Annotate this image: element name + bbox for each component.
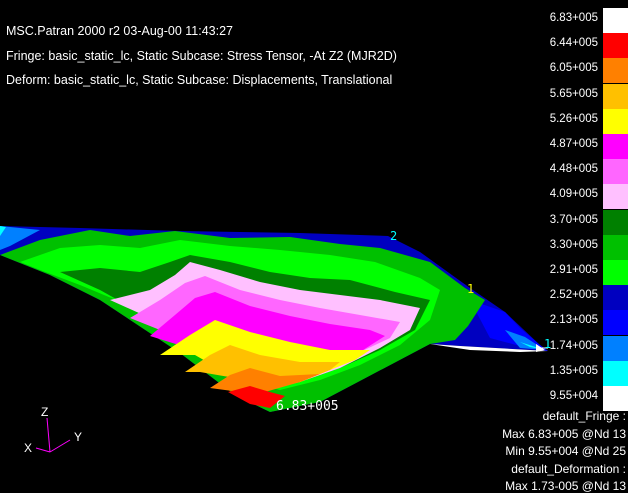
legend-swatch [603, 58, 628, 84]
legend-swatch [603, 285, 628, 311]
triad-z-axis [46, 417, 51, 453]
legend-swatch [603, 260, 628, 285]
summary-max: Max 6.83+005 @Nd 13 [502, 426, 626, 441]
legend-label: 1.74+005 [549, 339, 598, 352]
legend-label: 2.52+005 [549, 289, 598, 302]
triad-y-axis [49, 439, 71, 453]
legend-swatch [603, 184, 628, 210]
legend-label: 9.55+004 [549, 390, 598, 402]
legend-swatch [603, 386, 628, 411]
legend-swatch [603, 33, 628, 59]
node-label-1a: 1 [467, 282, 474, 296]
legend-label: 2.91+005 [549, 264, 598, 276]
fringe-description: Fringe: basic_static_lc, Static Subcase:… [6, 49, 397, 63]
legend-label: 4.87+005 [549, 138, 598, 150]
title-text: MSC.Patran 2000 r2 03-Aug-00 11:43:27 [6, 24, 233, 38]
deform-description: Deform: basic_static_lc, Static Subcase:… [6, 73, 393, 87]
triad-z-label: Z [41, 405, 48, 419]
legend-swatch [603, 83, 628, 109]
summary-fringe-name: default_Fringe : [542, 409, 626, 423]
legend-label: 6.05+005 [549, 62, 598, 75]
legend-label: 1.35+005 [549, 364, 598, 377]
summary-deform-name: default_Deformation : [511, 461, 626, 476]
legend-swatch [603, 134, 628, 159]
fringe-legend: 6.83+005 6.44+005 6.05+005 5.65+005 5.26+005… [550, 8, 628, 412]
legend-swatch [603, 360, 628, 386]
node-markers [536, 344, 548, 352]
legend-label: 3.70+005 [549, 213, 598, 226]
fringe-mesh [0, 226, 548, 412]
summary-min: Min 9.55+004 @Nd 25 [505, 444, 626, 458]
legend-label: 6.83+005 [549, 12, 598, 24]
coordinate-triad: Z Y X [24, 405, 82, 455]
legend-swatch [603, 108, 628, 134]
legend-swatch [603, 335, 628, 361]
legend-label: 6.44+005 [549, 37, 598, 50]
legend-swatch [603, 310, 628, 336]
result-summary: default_Fringe : Max 6.83+005 @Nd 13 Min… [456, 408, 626, 493]
legend-label: 4.09+005 [549, 188, 598, 201]
legend-label: 5.65+005 [549, 87, 598, 100]
triad-x-axis [35, 447, 51, 453]
legend-swatch [603, 8, 628, 33]
legend-swatch [603, 234, 628, 260]
legend-swatch [603, 159, 628, 185]
node-label-z: 2 [390, 229, 397, 243]
triad-x-label: X [24, 441, 32, 455]
node-label-1b: 1 [544, 337, 551, 351]
summary-deform-max: Max 1.73-005 @Nd 13 [505, 479, 626, 493]
legend-label: 4.48+005 [549, 163, 598, 176]
triad-y-label: Y [74, 430, 82, 444]
legend-label: 2.13+005 [549, 314, 598, 327]
legend-label: 5.26+005 [549, 112, 598, 125]
legend-label: 3.30+005 [549, 238, 598, 251]
peak-value-label: 6.83+005 [276, 399, 339, 414]
legend-swatch [603, 209, 628, 235]
